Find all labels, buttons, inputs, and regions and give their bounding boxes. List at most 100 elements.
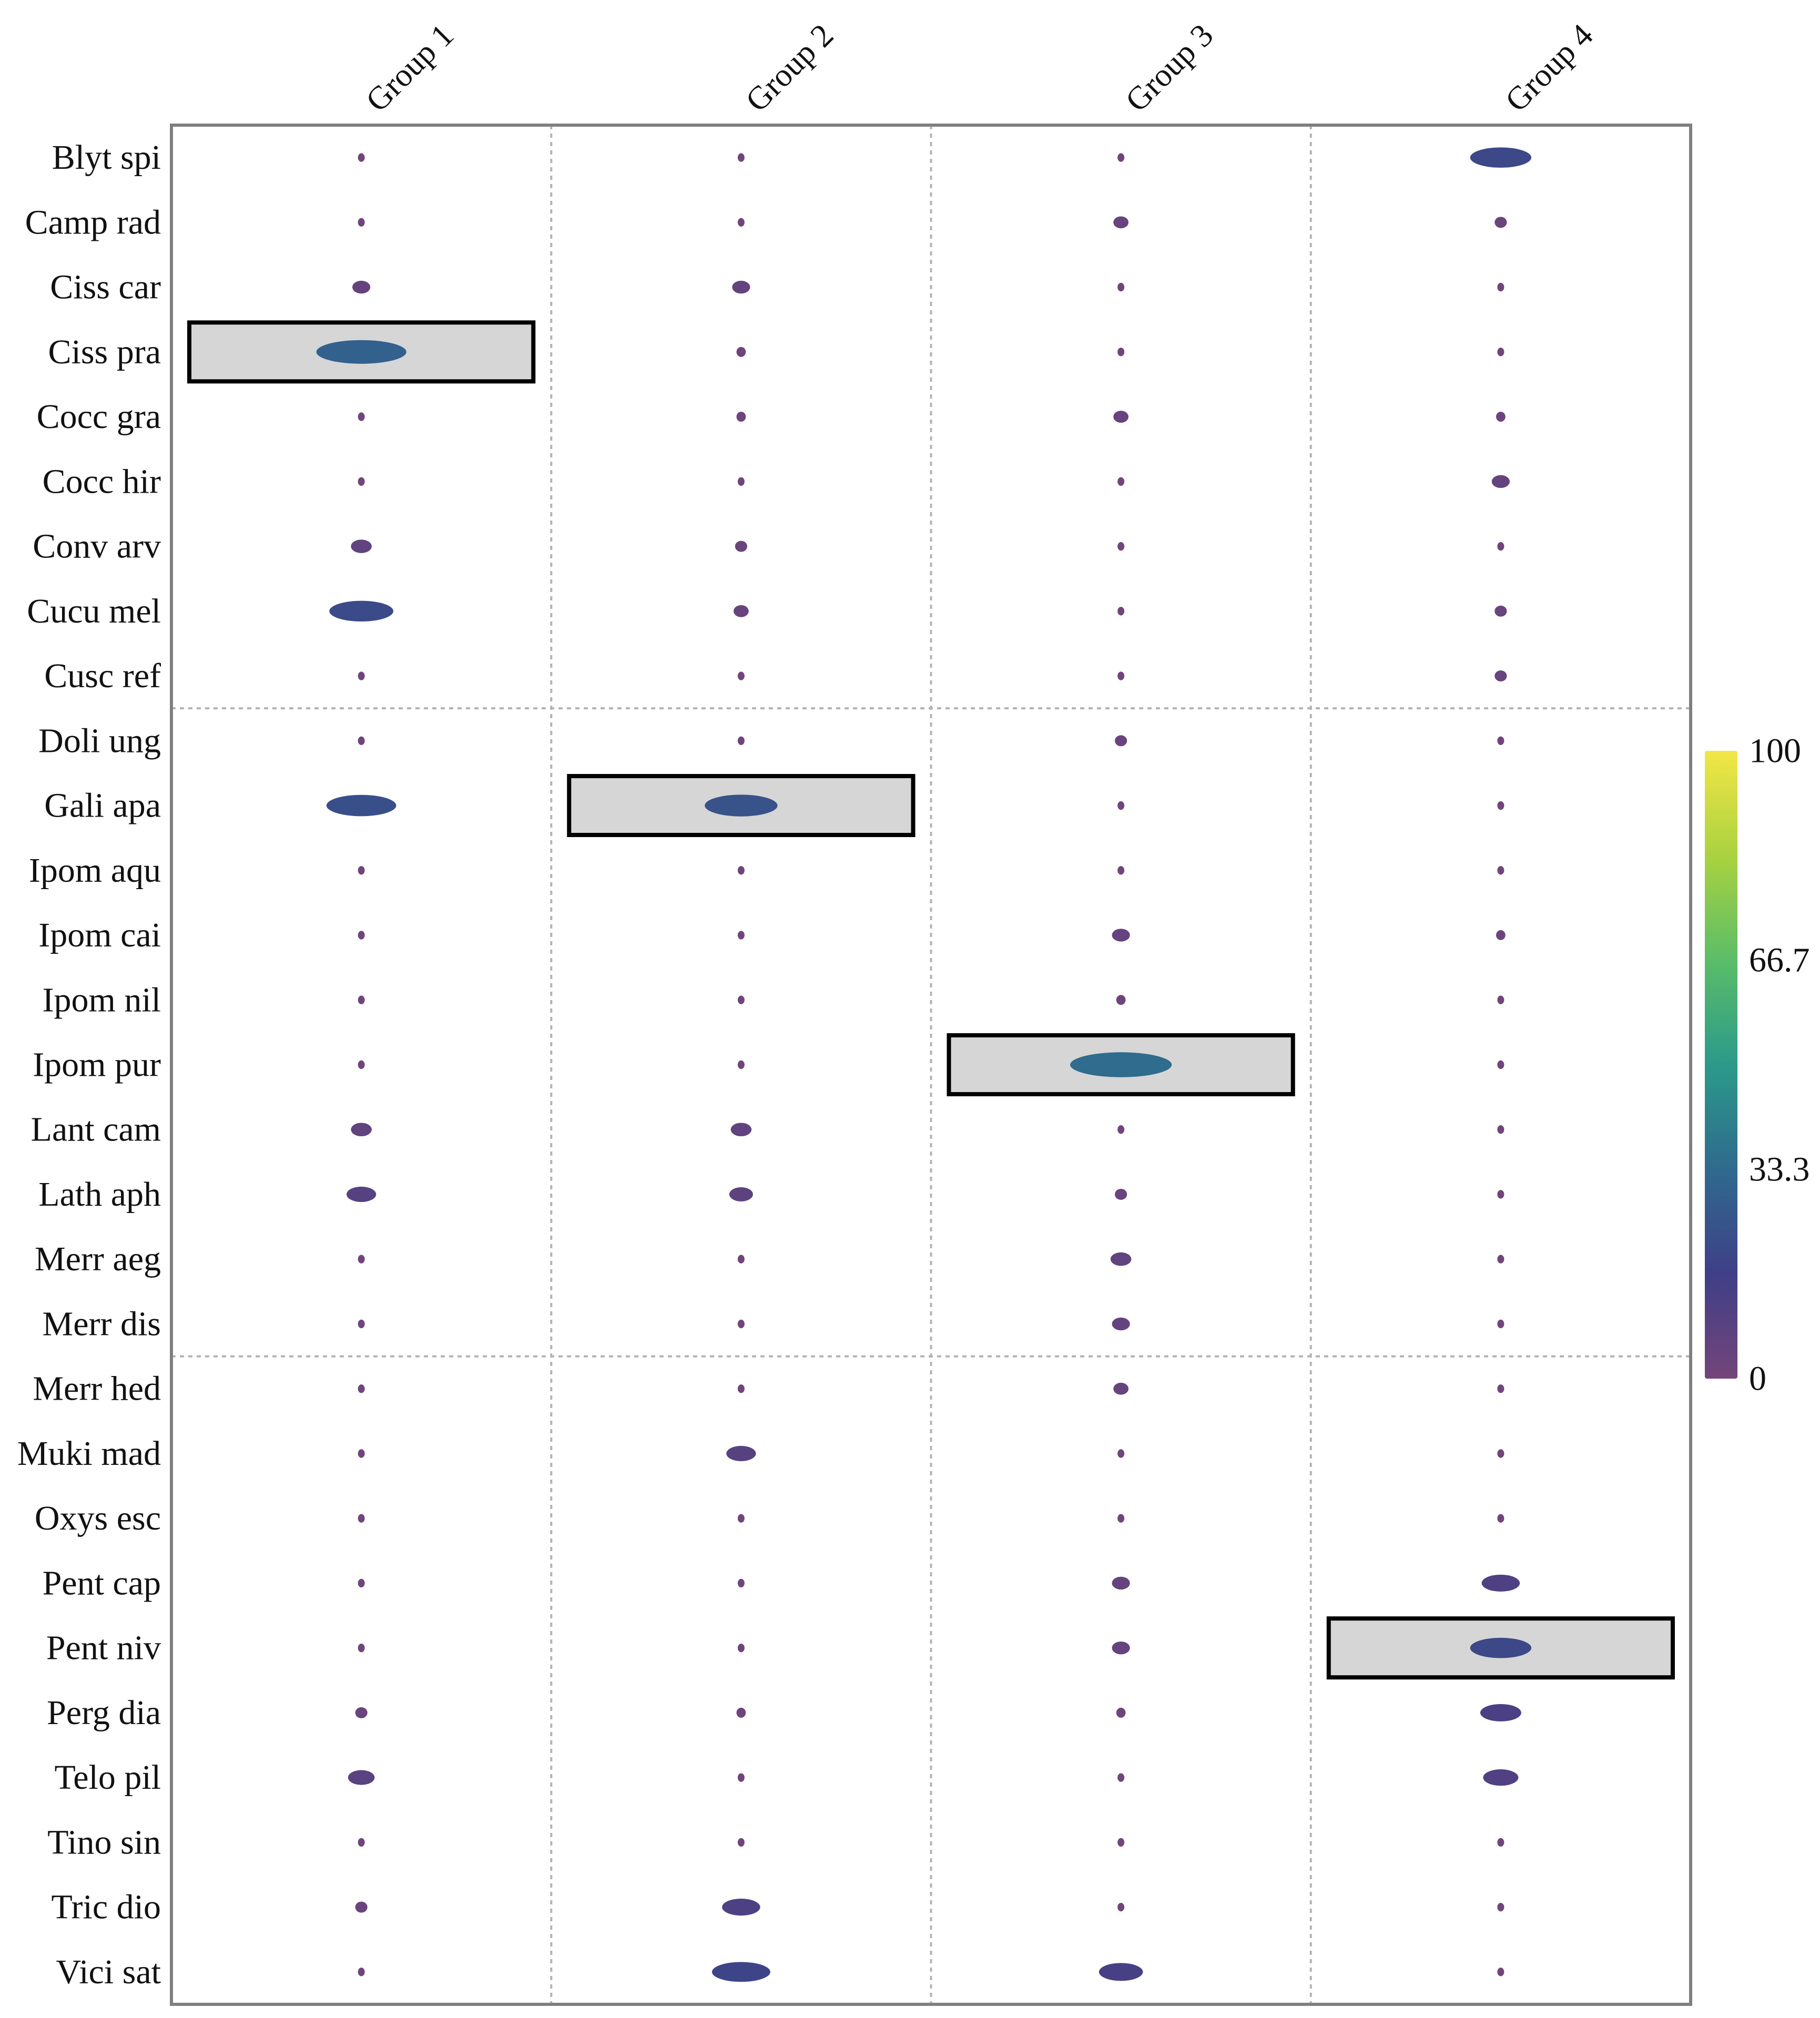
grid-lines: [171, 125, 1691, 2004]
cell-mark: [1483, 1769, 1519, 1786]
ellipse-marks: [316, 147, 1532, 1982]
cell-mark: [355, 1901, 368, 1913]
cell-mark: [705, 794, 778, 817]
cell-mark: [1112, 1641, 1130, 1655]
cell-mark: [358, 736, 365, 745]
cell-mark: [726, 1445, 756, 1462]
cell-mark: [1110, 1252, 1132, 1266]
cell-mark: [358, 1449, 365, 1458]
cell-mark: [737, 1773, 745, 1782]
cell-mark: [351, 539, 372, 553]
cell-mark: [326, 794, 396, 817]
cell-mark: [737, 1514, 745, 1523]
cell-mark: [1116, 1707, 1126, 1718]
row-label: Ipom aqu: [29, 851, 161, 890]
row-label: Vici sat: [56, 1953, 161, 1991]
cell-mark: [729, 1187, 753, 1201]
cell-mark: [1497, 1125, 1504, 1134]
cell-mark: [730, 1123, 752, 1137]
cell-mark: [732, 280, 750, 294]
cell-mark: [1497, 1902, 1504, 1912]
cell-mark: [711, 1962, 770, 1982]
column-label: Group 1: [359, 17, 461, 119]
cell-mark: [737, 1838, 745, 1847]
colorbar-gradient: [1705, 751, 1737, 1379]
highlight-box: [187, 320, 536, 384]
cell-mark: [737, 477, 745, 486]
cell-mark: [1497, 348, 1504, 356]
cell-mark: [1494, 670, 1507, 682]
row-label: Tric dio: [52, 1888, 161, 1927]
cell-mark: [1117, 1449, 1125, 1458]
cell-mark: [358, 1255, 365, 1263]
cell-mark: [1117, 542, 1125, 551]
cell-mark: [1497, 1838, 1504, 1847]
colorbar-tick-label: 100: [1749, 732, 1801, 770]
cell-mark: [358, 153, 365, 162]
cell-mark: [733, 605, 749, 617]
cell-mark: [1496, 412, 1506, 422]
cell-mark: [1497, 282, 1504, 292]
cell-mark: [358, 1319, 365, 1329]
row-label: Cocc gra: [37, 398, 161, 436]
cell-mark: [358, 1838, 365, 1847]
cell-mark: [358, 671, 365, 680]
cell-mark: [1117, 282, 1125, 292]
cell-mark: [737, 218, 745, 227]
cell-mark: [1470, 1637, 1532, 1658]
cell-mark: [1113, 216, 1129, 229]
cell-mark: [348, 1770, 375, 1785]
cell-mark: [737, 1384, 745, 1393]
row-label: Cucu mel: [27, 592, 161, 630]
cell-mark: [1497, 995, 1504, 1004]
cell-mark: [1117, 1514, 1125, 1523]
cell-mark: [358, 866, 365, 875]
cell-mark: [1497, 1449, 1504, 1458]
cell-mark: [358, 1060, 365, 1069]
row-label: Camp rad: [25, 203, 161, 241]
row-label: Pent cap: [43, 1564, 161, 1602]
cell-mark: [1117, 1838, 1125, 1847]
cell-mark: [1117, 1902, 1125, 1912]
row-label: Cusc ref: [44, 657, 161, 695]
cell-mark: [358, 477, 365, 486]
row-label: Perg dia: [47, 1694, 161, 1732]
row-label: Oxys esc: [35, 1499, 161, 1537]
row-label: Ciss car: [50, 268, 161, 307]
cell-mark: [1113, 1382, 1129, 1395]
cell-mark: [1497, 542, 1504, 551]
cell-mark: [358, 1968, 365, 1976]
cell-mark: [1497, 1190, 1504, 1199]
cell-mark: [1115, 1188, 1127, 1200]
cell-mark: [355, 1707, 368, 1718]
cell-mark: [1497, 736, 1504, 745]
cell-mark: [736, 1707, 746, 1718]
cell-mark: [737, 995, 745, 1004]
cell-mark: [735, 541, 747, 552]
row-label: Blyt spi: [52, 138, 161, 177]
cell-mark: [736, 346, 746, 357]
cell-mark: [737, 1060, 745, 1069]
cell-mark: [1070, 1052, 1172, 1077]
cell-mark: [736, 412, 746, 422]
column-labels: Group 1 Group 2 Group 3 Group 4: [359, 17, 1600, 119]
cell-mark: [737, 1255, 745, 1263]
cell-mark: [1113, 411, 1129, 423]
cell-mark: [1117, 348, 1125, 356]
cell-mark: [1117, 477, 1125, 486]
cell-mark: [358, 218, 365, 227]
cell-mark: [1116, 995, 1126, 1005]
cell-mark: [1497, 1255, 1504, 1263]
cell-mark: [1117, 801, 1125, 810]
cell-mark: [347, 1186, 377, 1202]
row-label: Muki mad: [17, 1434, 161, 1473]
cell-mark: [1117, 607, 1125, 616]
row-label: Telo pil: [54, 1758, 161, 1797]
cell-mark: [737, 866, 745, 875]
row-label: Gali apa: [44, 787, 161, 825]
row-label: Doli ung: [38, 721, 161, 760]
cell-mark: [737, 1643, 745, 1653]
row-label: Tino sin: [47, 1823, 161, 1861]
cell-mark: [1117, 1125, 1125, 1134]
